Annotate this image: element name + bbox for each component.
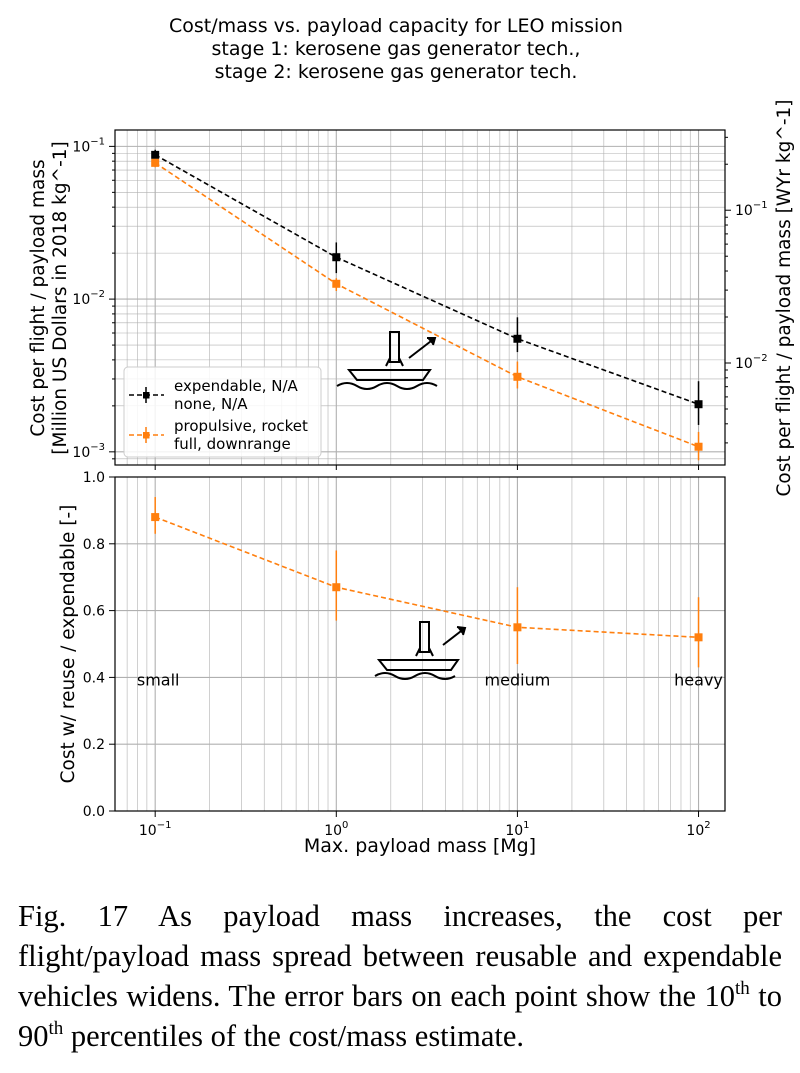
reuse-series-marker [513,372,522,381]
bottom-y-tick-label: 0.4 [83,670,105,686]
top-series [151,149,703,461]
category-label-heavy: heavy [674,671,723,690]
chart-title-line-2: stage 1: kerosene gas generator tech., [212,38,581,60]
cost-ratio-series-marker [332,583,341,592]
cost-ratio-series-line [154,516,699,639]
chart-title: Cost/mass vs. payload capacity for LEO m… [169,15,623,83]
x-axis-label: Max. payload mass [Mg] [304,835,536,857]
legend-label-reuse-line-1: propulsive, rocket [174,417,308,435]
bottom-y-tick-label: 0.0 [83,804,105,820]
top-y-ticks: 10−1 10−2 10−3 [72,136,115,461]
top-right-y-tick-label: 10−1 [735,200,768,219]
cost-per-mass-panel: 10−1 10−2 10−3 10−1 10−2 Cost per flight / … [28,99,795,496]
top-plot-frame [114,129,726,466]
top-y-tick-label: 10−3 [72,442,105,461]
top-y-tick-label: 10−1 [72,136,105,155]
reuse-series-marker [151,158,160,167]
legend-label-reuse-line-2: full, downrange [174,435,291,453]
cost-ratio-series-marker [513,623,522,632]
top-right-y-tick-label: 10−2 [735,353,768,372]
caption-figure-label: Fig. 17 [18,899,129,933]
x-tick-label: 102 [686,820,710,839]
bottom-y-tick-label: 0.2 [83,737,105,753]
reuse-series-marker [332,279,341,288]
caption-text-part-1: As payload mass increases, the cost per … [18,899,782,1013]
x-tick-label: 10−1 [139,820,172,839]
chart-title-line-3: stage 2: kerosene gas generator tech. [215,61,578,83]
legend-label-expendable-line-1: expendable, N/A [174,377,299,395]
expendable-series-marker [694,400,703,409]
category-label-medium: medium [485,671,551,690]
bottom-y-tick-label: 0.6 [83,604,105,620]
bottom-y-ticks: 0.0 0.2 0.4 0.6 0.8 1.0 [83,470,115,820]
caption-text-part-3: percentiles of the cost/mass estimate. [63,1019,525,1053]
legend-label-expendable-line-2: none, N/A [174,395,248,413]
category-labels: small medium heavy [137,671,723,690]
bottom-y-tick-label: 0.8 [83,537,105,553]
top-y-tick-label: 10−2 [72,289,105,308]
figure: Cost/mass vs. payload capacity for LEO m… [28,15,795,857]
cost-ratio-series-marker [694,633,703,642]
x-tick-label: 100 [324,820,348,839]
bottom-series [151,497,703,668]
x-tick-label: 101 [505,820,529,839]
bottom-x-ticks: 10−1 100 101 102 [139,811,711,839]
top-ylabel-line-2: [Million US Dollars in 2018 kg^-1] [50,141,71,454]
bottom-ylabel: Cost w/ reuse / expendable [-] [58,505,79,784]
expendable-series-marker [332,253,341,262]
top-ylabel-line-1: Cost per flight / payload mass [28,159,49,436]
barge-landing-icon [336,331,438,390]
bottom-grid [114,476,725,812]
expendable-series-line [154,154,699,405]
cost-ratio-panel: 0.0 0.2 0.4 0.6 0.8 1.0 10−1 100 101 102 small me… [58,470,726,857]
expendable-series-marker [151,150,160,159]
top-right-y-ticks: 10−1 10−2 [725,136,768,444]
top-x-ticks [154,465,700,470]
category-label-small: small [137,671,180,690]
top-grid [114,130,725,465]
reuse-series-line [154,162,699,448]
bottom-plot-frame [114,476,726,812]
legend-frame [123,366,322,458]
reuse-series-marker [694,442,703,451]
caption-superscript-2: th [48,1018,64,1039]
figure-caption: Fig. 17 As payload mass increases, the co… [18,896,782,1056]
caption-superscript-1: th [735,978,750,999]
top-legend: expendable, N/A none, N/A propulsive, ro… [123,366,322,458]
legend-swatch-reuse-marker [143,432,150,439]
barge-landing-icon [374,621,467,680]
expendable-series-marker [513,334,522,343]
bottom-y-tick-label: 1.0 [83,470,105,486]
top-right-ylabel: Cost per flight / payload mass [WYr kg^-… [774,99,795,496]
caption-text-part-2: to 90 [18,979,782,1053]
chart-title-line-1: Cost/mass vs. payload capacity for LEO m… [169,15,623,37]
cost-ratio-series-marker [151,513,160,522]
legend-swatch-expendable-marker [143,392,150,399]
